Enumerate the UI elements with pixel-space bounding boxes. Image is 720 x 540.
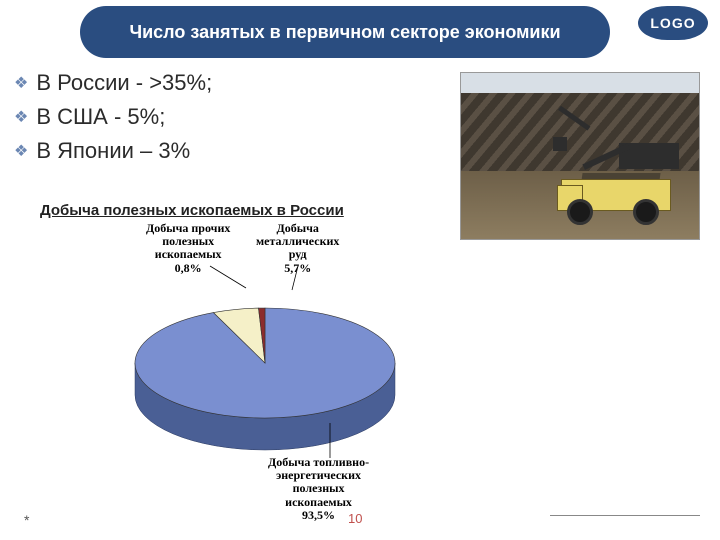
page-title: Число занятых в первичном секторе эконом… <box>129 22 560 43</box>
bullet-item: В США - 5%; <box>14 104 212 130</box>
mining-photo <box>460 72 700 240</box>
logo-badge: LOGO <box>638 6 708 40</box>
excavator-icon <box>559 99 679 169</box>
title-banner: Число занятых в первичном секторе эконом… <box>80 6 610 58</box>
pie-svg <box>30 228 470 518</box>
pie-slice-label: Добыча металлических руд 5,7% <box>256 222 339 275</box>
pie-slice-label: Добыча прочих полезных ископаемых 0,8% <box>146 222 230 275</box>
chart-title: Добыча полезных ископаемых в России <box>40 202 344 219</box>
bullet-item: В России - >35%; <box>14 70 212 96</box>
footer-line <box>550 515 700 516</box>
dump-truck-icon <box>561 165 671 225</box>
logo-text: LOGO <box>650 15 695 31</box>
footer-asterisk: * <box>24 512 29 528</box>
bullet-list: В России - >35%; В США - 5%; В Японии – … <box>14 70 212 172</box>
page-number: 10 <box>348 511 362 526</box>
pie-chart: Добыча топливно- энергетических полезных… <box>30 228 470 518</box>
bullet-item: В Японии – 3% <box>14 138 212 164</box>
